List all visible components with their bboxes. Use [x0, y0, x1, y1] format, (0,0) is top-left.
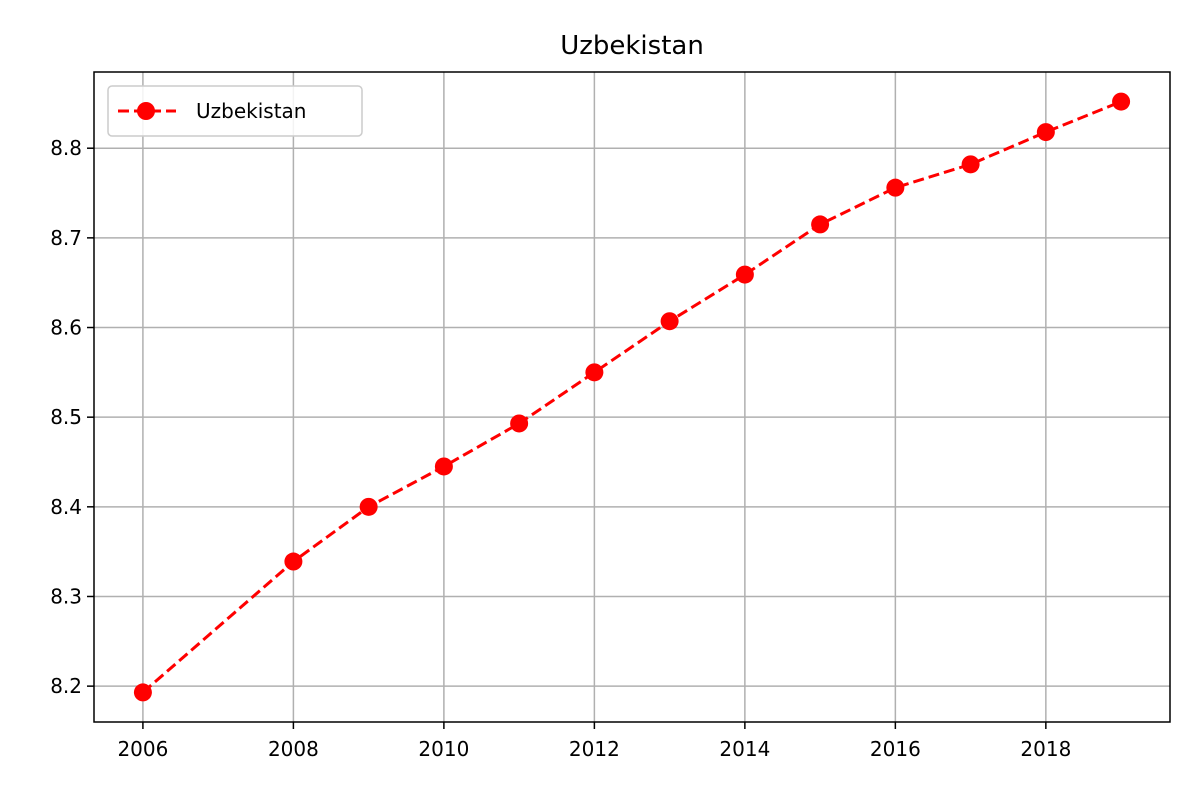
x-tick-label: 2014 — [719, 737, 770, 761]
y-tick-label: 8.8 — [50, 136, 82, 160]
data-point — [811, 215, 830, 234]
grid-layer — [94, 72, 1170, 722]
data-point — [735, 265, 754, 284]
y-tick-label: 8.5 — [50, 405, 82, 429]
tick-layer: 2006 2008 2010 2012 2014 2016 2018 8.2 8.3 8.4 8.5… — [50, 136, 1071, 761]
series-layer — [133, 92, 1131, 702]
data-point — [660, 312, 679, 331]
x-tick-label: 2012 — [569, 737, 620, 761]
legend-marker — [137, 102, 155, 120]
chart-title: Uzbekistan — [560, 31, 704, 61]
x-tick-label: 2018 — [1020, 737, 1071, 761]
y-tick-label: 8.7 — [50, 226, 82, 250]
data-point — [1036, 123, 1055, 142]
data-point — [434, 457, 453, 476]
data-point — [284, 552, 303, 571]
x-tick-label: 2010 — [418, 737, 469, 761]
x-tick-label: 2016 — [870, 737, 921, 761]
legend-label: Uzbekistan — [196, 99, 306, 123]
legend-box — [107, 85, 363, 137]
y-tick-label: 8.3 — [50, 584, 82, 608]
data-point — [961, 155, 980, 174]
legend: Uzbekistan — [107, 85, 363, 137]
data-point — [1112, 92, 1131, 111]
x-tick-label: 2006 — [117, 737, 168, 761]
y-tick-label: 8.6 — [50, 316, 82, 340]
data-point — [359, 497, 378, 516]
data-point — [585, 363, 604, 382]
data-point — [510, 414, 529, 433]
data-point — [133, 683, 152, 702]
data-point — [886, 178, 905, 197]
y-tick-label: 8.4 — [50, 495, 82, 519]
y-tick-label: 8.2 — [50, 674, 82, 698]
plot-frame — [93, 71, 1171, 723]
x-tick-label: 2008 — [268, 737, 319, 761]
